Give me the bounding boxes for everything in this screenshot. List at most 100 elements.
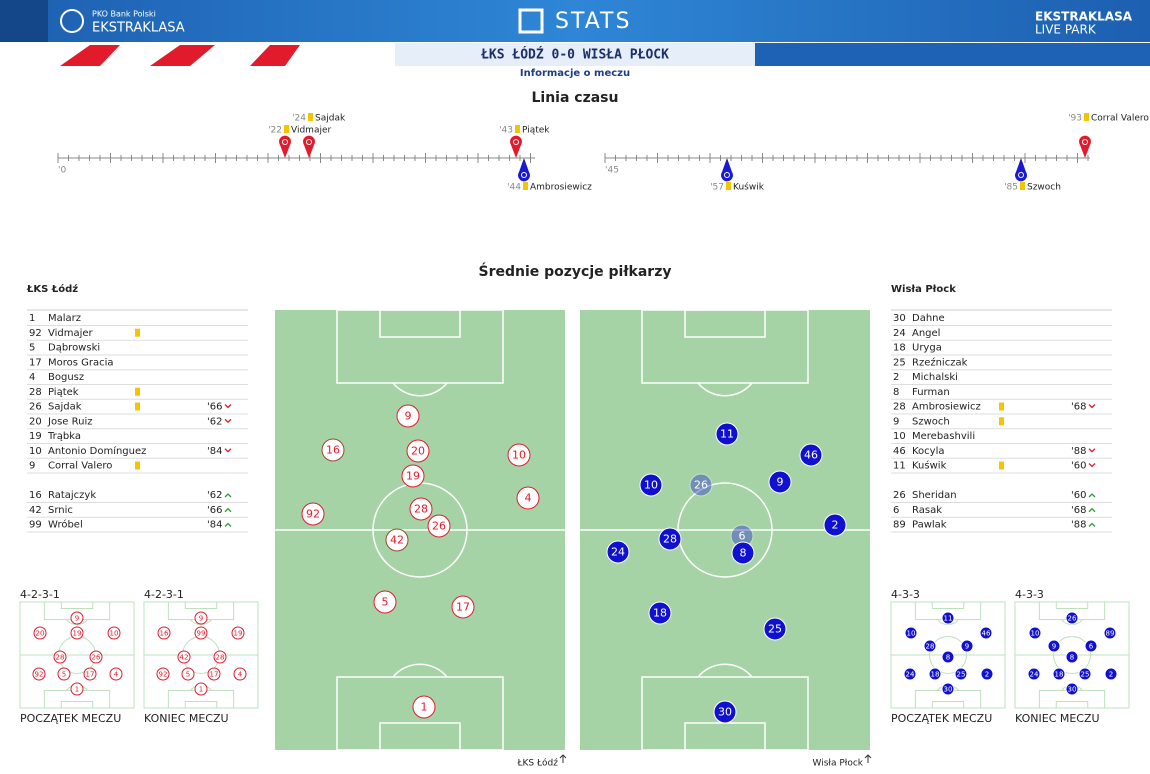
player-marker[interactable] [83,667,97,681]
player-marker[interactable] [57,667,71,681]
player-marker[interactable] [385,528,409,552]
player-marker[interactable] [53,650,67,664]
player-marker[interactable] [70,682,84,696]
player-marker[interactable] [639,473,663,497]
player-name[interactable]: Sajdak [48,402,82,413]
player-marker[interactable] [194,611,208,625]
player-marker[interactable] [1047,639,1061,653]
player-marker[interactable] [954,667,968,681]
player-marker[interactable] [606,540,630,564]
player-marker[interactable] [715,422,739,446]
player-marker[interactable] [763,617,787,641]
player-name[interactable]: Furman [912,387,950,398]
player-name[interactable]: Corral Valero [48,461,112,472]
event-pin[interactable] [1079,135,1092,158]
event-pin[interactable] [279,135,291,158]
player-marker[interactable] [181,667,195,681]
player-name[interactable]: Wróbel [48,519,83,531]
player-marker[interactable] [194,626,208,640]
player-marker[interactable] [980,667,994,681]
player-marker[interactable] [194,682,208,696]
event-pin[interactable] [303,135,315,158]
bank-logo[interactable] [0,0,48,42]
player-marker[interactable] [1065,682,1079,696]
player-name[interactable]: Rasak [912,505,942,516]
player-marker[interactable] [1065,611,1079,625]
player-marker[interactable] [396,404,420,428]
player-marker[interactable] [941,682,955,696]
player-marker[interactable] [1104,667,1118,681]
player-marker[interactable] [233,667,247,681]
player-marker[interactable] [321,438,345,462]
player-marker[interactable] [213,650,227,664]
player-marker[interactable] [1084,639,1098,653]
player-name[interactable]: Srnic [48,505,73,516]
player-marker[interactable] [713,700,737,724]
player-marker[interactable] [904,626,918,640]
player-marker[interactable] [451,595,475,619]
player-marker[interactable] [231,626,245,640]
player-marker[interactable] [32,667,46,681]
player-name[interactable]: Uryga [912,343,942,354]
player-name[interactable]: Pawlak [912,520,947,531]
player-name[interactable]: Antonio Domínguez [48,445,146,457]
player-marker[interactable] [70,626,84,640]
player-marker[interactable] [799,443,823,467]
player-name[interactable]: Vidmajer [48,328,94,339]
event-pin[interactable] [1014,158,1027,182]
player-marker[interactable] [648,601,672,625]
player-marker[interactable] [109,667,123,681]
player-name[interactable]: Ambrosiewicz [912,402,981,413]
player-name[interactable]: Michalski [912,372,958,383]
player-name[interactable]: Sheridan [912,490,957,501]
player-name[interactable]: Trąbka [47,431,81,442]
player-marker[interactable] [33,626,47,640]
player-name[interactable]: Dąbrowski [48,343,100,354]
player-name[interactable]: Ratajczyk [48,490,96,501]
player-marker[interactable] [157,626,171,640]
player-marker[interactable] [928,667,942,681]
player-marker[interactable] [409,497,433,521]
player-name[interactable]: Bogusz [48,372,84,383]
player-marker[interactable] [1103,626,1117,640]
player-marker[interactable] [1065,650,1079,664]
player-marker[interactable] [156,667,170,681]
player-name[interactable]: Piątek [48,387,79,398]
player-marker[interactable] [70,611,84,625]
player-marker[interactable] [960,639,974,653]
player-marker[interactable] [1027,667,1041,681]
player-name[interactable]: Rzeźniczak [912,356,968,368]
player-marker[interactable] [107,626,121,640]
player-marker[interactable] [301,502,325,526]
player-marker[interactable] [516,486,540,510]
player-marker[interactable] [903,667,917,681]
player-marker[interactable] [731,541,755,565]
match-info-link[interactable]: Informacje o meczu [520,68,630,79]
player-name[interactable]: Dahne [912,313,945,324]
player-marker[interactable] [412,695,436,719]
player-marker[interactable] [373,590,397,614]
player-marker[interactable] [1052,667,1066,681]
player-marker[interactable] [1028,626,1042,640]
event-pin[interactable] [721,158,734,182]
player-marker[interactable] [507,443,531,467]
player-name[interactable]: Szwoch [912,416,950,427]
player-name[interactable]: Merebashvili [912,431,975,442]
player-marker[interactable] [823,513,847,537]
player-marker[interactable] [979,626,993,640]
player-name[interactable]: Kocyla [912,446,945,457]
player-marker[interactable] [1078,667,1092,681]
player-marker[interactable] [689,473,713,497]
player-name[interactable]: Angel [912,328,940,339]
player-name[interactable]: Jose Ruiz [47,416,92,427]
player-marker[interactable] [406,439,430,463]
player-name[interactable]: Kuświk [912,460,947,472]
player-name[interactable]: Moros Gracia [48,357,114,368]
player-marker[interactable] [941,650,955,664]
player-marker[interactable] [177,650,191,664]
player-marker[interactable] [401,464,425,488]
player-marker[interactable] [207,667,221,681]
player-marker[interactable] [427,514,451,538]
event-pin[interactable] [510,135,522,158]
player-marker[interactable] [89,650,103,664]
